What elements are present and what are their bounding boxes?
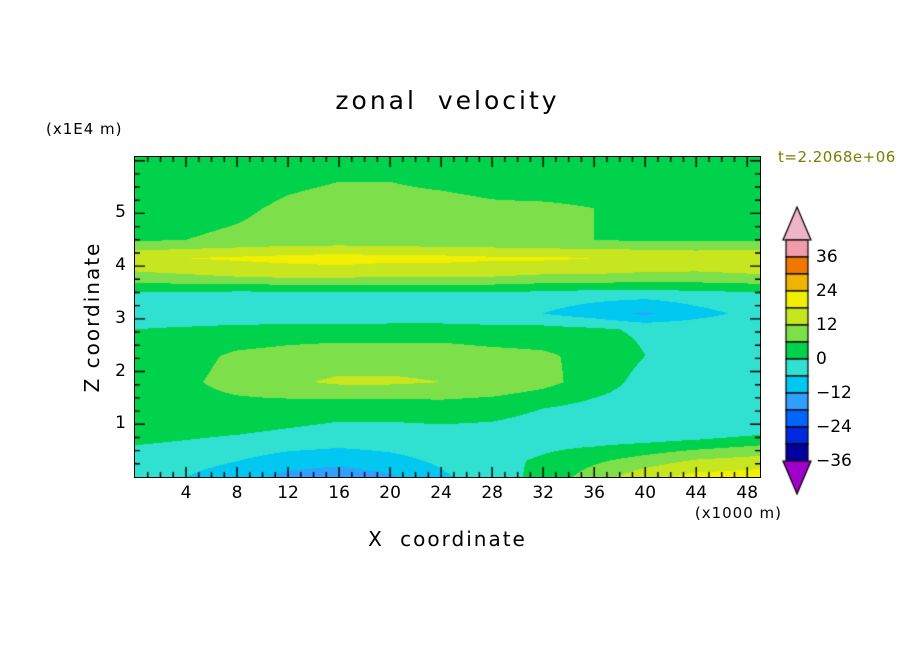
x-tick-label: 40: [634, 483, 657, 503]
colorbar-label: 12: [816, 315, 838, 335]
z-axis-unit: (x1E4 m): [46, 120, 123, 138]
x-tick-label: 24: [430, 483, 452, 503]
contour-canvas: [135, 157, 760, 477]
colorbar-label: −36: [816, 451, 852, 471]
x-tick-label: 20: [379, 483, 401, 503]
x-axis-title: X coordinate: [368, 527, 527, 551]
time-label: t=2.2068e+06: [778, 148, 896, 166]
colorbar-label: −12: [816, 383, 852, 403]
x-axis-unit: (x1000 m): [694, 504, 782, 522]
x-tick-labels: 4 8 12 16 20 24 28 32 36 40 44 48: [135, 483, 760, 505]
x-tick-label: 16: [328, 483, 350, 503]
x-tick-label: 44: [685, 483, 708, 503]
colorbar-label: −24: [816, 417, 852, 437]
z-tick-label: 1: [115, 413, 126, 434]
colorbar-canvas: [775, 205, 819, 497]
colorbar-label: 24: [816, 281, 838, 301]
colorbar-label: 36: [816, 247, 838, 267]
z-tick-label: 5: [115, 202, 126, 223]
z-tick-labels: 1 2 3 4 5: [94, 157, 126, 477]
x-tick-label: 32: [532, 483, 554, 503]
x-tick-label: 8: [231, 483, 243, 503]
x-tick-label: 12: [277, 483, 299, 503]
z-tick-label: 2: [115, 360, 126, 381]
plot-title: zonal velocity: [335, 86, 560, 115]
x-tick-label: 28: [481, 483, 503, 503]
x-tick-label: 36: [583, 483, 605, 503]
plot-frame: [134, 156, 761, 478]
z-tick-label: 4: [115, 255, 126, 276]
x-tick-label: 4: [180, 483, 192, 503]
z-tick-label: 3: [115, 307, 126, 328]
x-tick-label: 48: [736, 483, 759, 503]
colorbar-label: 0: [816, 349, 827, 369]
